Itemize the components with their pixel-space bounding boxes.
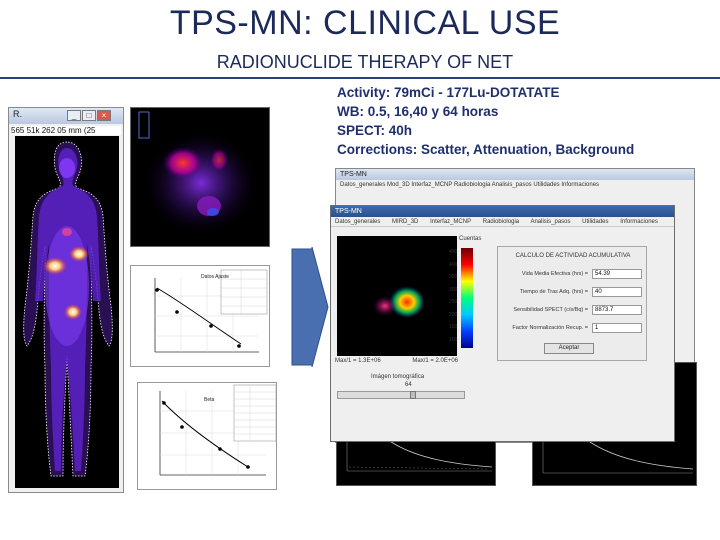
slide-subtitle: RADIONUCLIDE THERAPY OF NET	[216, 52, 514, 72]
close-icon[interactable]: ×	[97, 110, 111, 121]
sensitivity-field[interactable]: 8873.7	[592, 305, 642, 315]
wb-titlebar[interactable]: R. _ □ ×	[9, 108, 123, 124]
whole-body-window: R. _ □ × 565 51k 262 05 mm (25	[8, 107, 124, 493]
therapy-parameters: Activity: 79mCi - 177Lu-DOTATATE WB: 0.5…	[337, 83, 634, 159]
calc-row-recovery: Factor Normalización Recup. = 1	[502, 323, 644, 333]
colorbar-tick: 150	[449, 324, 458, 330]
data-point	[180, 425, 184, 429]
menu-item-informaciones[interactable]: Informaciones	[620, 219, 658, 225]
recovery-field[interactable]: 1	[592, 323, 642, 333]
bg-window-title[interactable]: TPS-MN	[336, 169, 694, 180]
wb-window-title: R.	[13, 109, 22, 119]
spect-marker-icon	[138, 111, 150, 139]
slider-value: 64	[405, 382, 412, 388]
half-life-label: Vida Media Efectiva (hrs) =	[521, 271, 588, 277]
spect-slice-image[interactable]	[337, 236, 457, 356]
param-wb: WB: 0.5, 16,40 y 64 horas	[337, 104, 499, 119]
slider-thumb[interactable]	[410, 391, 416, 399]
calc-row-acq-time: Tiempo de Tras Adq. (hrs) = 40	[502, 287, 644, 297]
menu-item-analisis-pasos[interactable]: Analisis_pasos	[530, 219, 571, 225]
data-point	[209, 324, 213, 328]
right-arrow-icon	[291, 247, 329, 367]
colorbar-tick: 400	[449, 261, 458, 268]
colorbar-tick: 100	[449, 336, 458, 343]
bg-window-menu: Datos_generales Mod_3D Interfaz_MCNP Rad…	[340, 182, 600, 188]
fit-plot-2[interactable]: Beta	[137, 382, 277, 490]
tps-main-window: TPS-MN Datos_generales MIRD_3D Interfaz_…	[330, 205, 675, 442]
spect-preview-image[interactable]	[130, 107, 270, 247]
param-corrections: Corrections: Scatter, Attenuation, Backg…	[337, 142, 635, 157]
data-point	[218, 447, 222, 451]
fit-plot-1[interactable]: Datos Ajuste	[130, 265, 270, 367]
whole-body-scan-image[interactable]	[15, 136, 119, 488]
minimize-icon[interactable]: _	[67, 110, 81, 121]
colorbar-tick: 350	[449, 274, 458, 280]
fit-plot-2-label: Beta	[204, 397, 215, 403]
acq-time-field[interactable]: 40	[592, 287, 642, 297]
param-activity: Activity: 79mCi - 177Lu-DOTATATE	[337, 85, 560, 100]
main-menubar: Datos_generales MIRD_3D Interfaz_MCNP Ra…	[331, 217, 674, 227]
wb-coordinates: 565 51k 262 05 mm (25	[11, 126, 121, 135]
maximize-icon[interactable]: □	[82, 110, 96, 121]
colorbar-tick: 300	[449, 286, 458, 293]
menu-item-mird-3d[interactable]: MIRD_3D	[392, 219, 419, 225]
param-spect: SPECT: 40h	[337, 123, 413, 138]
calc-row-sensitivity: Sensibilidad SPECT (c/s/Bq) = 8873.7	[502, 305, 644, 315]
recovery-label: Factor Normalización Recup. =	[512, 325, 588, 331]
half-life-field[interactable]: 54.39	[592, 269, 642, 279]
title-rule	[0, 77, 720, 79]
accept-button[interactable]: Aceptar	[544, 343, 594, 354]
slider-label: Imágen tomográfica	[371, 374, 425, 380]
data-point	[155, 288, 159, 292]
data-point	[237, 344, 241, 348]
spect-footer-max-1: Max/1 = 1.3E+06	[335, 358, 381, 364]
cumulated-activity-panel: CALCULO DE ACTIVIDAD ACUMULATIVA Vida Me…	[497, 246, 647, 361]
colorbar-ticks: 450 400 350 300 250 200 150 100	[449, 246, 457, 346]
spect-footer-max-2: Max/1 = 2.0E+06	[412, 358, 459, 364]
tomographic-slice-slider[interactable]	[337, 391, 465, 399]
colorbar-tick: 200	[449, 311, 458, 318]
slide-title: TPS-MN: CLINICAL USE	[169, 4, 561, 42]
colorbar-tick: 450	[449, 249, 458, 255]
main-window-title: TPS-MN	[335, 208, 362, 215]
colorbar-tick: 250	[449, 299, 458, 305]
acq-time-label: Tiempo de Tras Adq. (hrs) =	[519, 289, 588, 295]
colorbar-title: Cuentas	[459, 236, 482, 242]
data-point	[175, 310, 179, 314]
colorbar	[461, 248, 473, 348]
menu-item-interfaz-mcnp[interactable]: Interfaz_MCNP	[430, 219, 472, 225]
data-point	[246, 465, 250, 469]
menu-item-radiobiologia[interactable]: Radiobiologia	[482, 219, 520, 225]
sensitivity-label: Sensibilidad SPECT (c/s/Bq) =	[513, 307, 588, 313]
calc-row-half-life: Vida Media Efectiva (hrs) = 54.39	[502, 269, 644, 279]
main-window-titlebar[interactable]: TPS-MN	[331, 206, 674, 217]
menu-item-datos-generales[interactable]: Datos_generales	[335, 219, 381, 225]
fit-plot-1-label: Datos Ajuste	[201, 274, 230, 280]
data-point	[162, 401, 166, 405]
menu-item-utilidades[interactable]: Utilidades	[582, 219, 609, 225]
calc-panel-title: CALCULO DE ACTIVIDAD ACUMULATIVA	[515, 253, 631, 259]
spect-footer: Max/1 = 1.3E+06 Max/1 = 2.0E+06	[335, 358, 488, 364]
